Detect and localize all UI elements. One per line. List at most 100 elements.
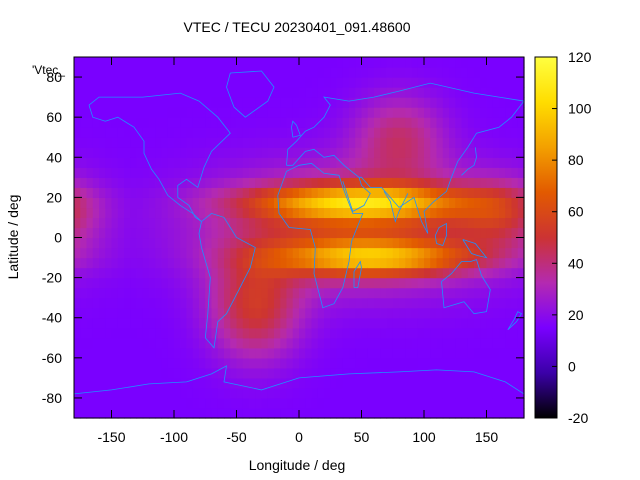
heatmap-cell [449, 127, 456, 138]
heatmap-cell [355, 187, 363, 198]
heatmap-cell [299, 77, 306, 88]
heatmap-cell [280, 127, 288, 138]
heatmap-cell [130, 77, 138, 88]
heatmap-cell [199, 217, 206, 229]
heatmap-cell [449, 237, 456, 249]
heatmap-cell [180, 287, 188, 299]
heatmap-cell [236, 77, 244, 88]
heatmap-cell [461, 407, 469, 419]
heatmap-cell [342, 97, 350, 108]
heatmap-cell [117, 67, 125, 78]
heatmap-cell [492, 367, 500, 379]
heatmap-cell [392, 177, 400, 188]
heatmap-cell [374, 57, 381, 68]
heatmap-cell [399, 337, 406, 349]
heatmap-cell [117, 297, 125, 309]
heatmap-cell [267, 127, 275, 138]
heatmap-cell [317, 237, 325, 249]
heatmap-cell [174, 387, 181, 399]
heatmap-cell [517, 337, 525, 349]
heatmap-cell [392, 147, 400, 158]
heatmap-cell [124, 407, 131, 419]
heatmap-cell [330, 127, 338, 138]
heatmap-cell [486, 107, 494, 118]
heatmap-cell [461, 87, 469, 98]
heatmap-cell [349, 337, 356, 349]
heatmap-cell [486, 387, 494, 399]
heatmap-cell [349, 387, 356, 399]
heatmap-cell [392, 287, 400, 299]
heatmap-cell [224, 207, 231, 219]
heatmap-cell [86, 207, 94, 219]
heatmap-cell [242, 177, 250, 188]
heatmap-cell [392, 187, 400, 198]
heatmap-cell [317, 247, 325, 259]
heatmap-cell [380, 77, 388, 88]
heatmap-cell [355, 67, 363, 78]
heatmap-cell [374, 217, 381, 229]
heatmap-cell [467, 367, 475, 379]
heatmap-cell [149, 247, 156, 259]
heatmap-cell [442, 267, 450, 279]
heatmap-cell [192, 407, 200, 419]
heatmap-cell [486, 177, 494, 188]
heatmap-cell [211, 387, 219, 399]
heatmap-cell [174, 407, 181, 419]
heatmap-cell [517, 117, 525, 128]
heatmap-cell [349, 137, 356, 148]
heatmap-cell [355, 137, 363, 148]
heatmap-cell [336, 187, 344, 198]
heatmap-cell [505, 177, 513, 188]
heatmap-cell [174, 97, 181, 108]
heatmap-cell [399, 117, 406, 128]
heatmap-cell [205, 217, 213, 229]
heatmap-cell [186, 267, 194, 279]
heatmap-cell [480, 207, 488, 219]
heatmap-cell [474, 317, 481, 329]
heatmap-cell [186, 387, 194, 399]
heatmap-cell [305, 207, 313, 219]
heatmap-cell [174, 317, 181, 329]
heatmap-cell [242, 387, 250, 399]
heatmap-cell [374, 317, 381, 329]
heatmap-cell [242, 157, 250, 168]
heatmap-cell [142, 157, 150, 168]
heatmap-cell [217, 227, 225, 239]
heatmap-cell [424, 257, 431, 269]
heatmap-cell [455, 177, 463, 188]
y-tick-label: -20 [42, 270, 62, 286]
heatmap-cell [324, 87, 331, 98]
heatmap-cell [380, 267, 388, 279]
heatmap-cell [467, 187, 475, 198]
heatmap-cell [505, 407, 513, 419]
heatmap-cell [467, 117, 475, 128]
heatmap-cell [361, 87, 369, 98]
heatmap-cell [342, 167, 350, 178]
heatmap-cell [511, 337, 519, 349]
heatmap-cell [199, 367, 206, 379]
heatmap-cell [217, 67, 225, 78]
heatmap-cell [199, 87, 206, 98]
heatmap-cell [192, 217, 200, 229]
heatmap-cell [517, 57, 525, 68]
heatmap-cell [217, 347, 225, 359]
heatmap-cell [449, 157, 456, 168]
heatmap-cell [286, 317, 294, 329]
heatmap-cell [92, 237, 100, 249]
heatmap-cell [230, 67, 238, 78]
heatmap-cell [480, 167, 488, 178]
heatmap-cell [136, 347, 144, 359]
heatmap-cell [455, 327, 463, 339]
heatmap-cell [167, 97, 175, 108]
heatmap-cell [480, 367, 488, 379]
heatmap-cell [380, 167, 388, 178]
heatmap-cell [199, 127, 206, 138]
heatmap-cell [142, 197, 150, 209]
heatmap-cell [367, 57, 375, 68]
heatmap-cell [474, 297, 481, 309]
x-axis-ticks: -150 -100 -50 0 50 100 150 [97, 57, 498, 445]
heatmap-cell [305, 87, 313, 98]
heatmap-cell [436, 197, 444, 209]
heatmap-cell [192, 207, 200, 219]
heatmap-cell [517, 277, 525, 289]
